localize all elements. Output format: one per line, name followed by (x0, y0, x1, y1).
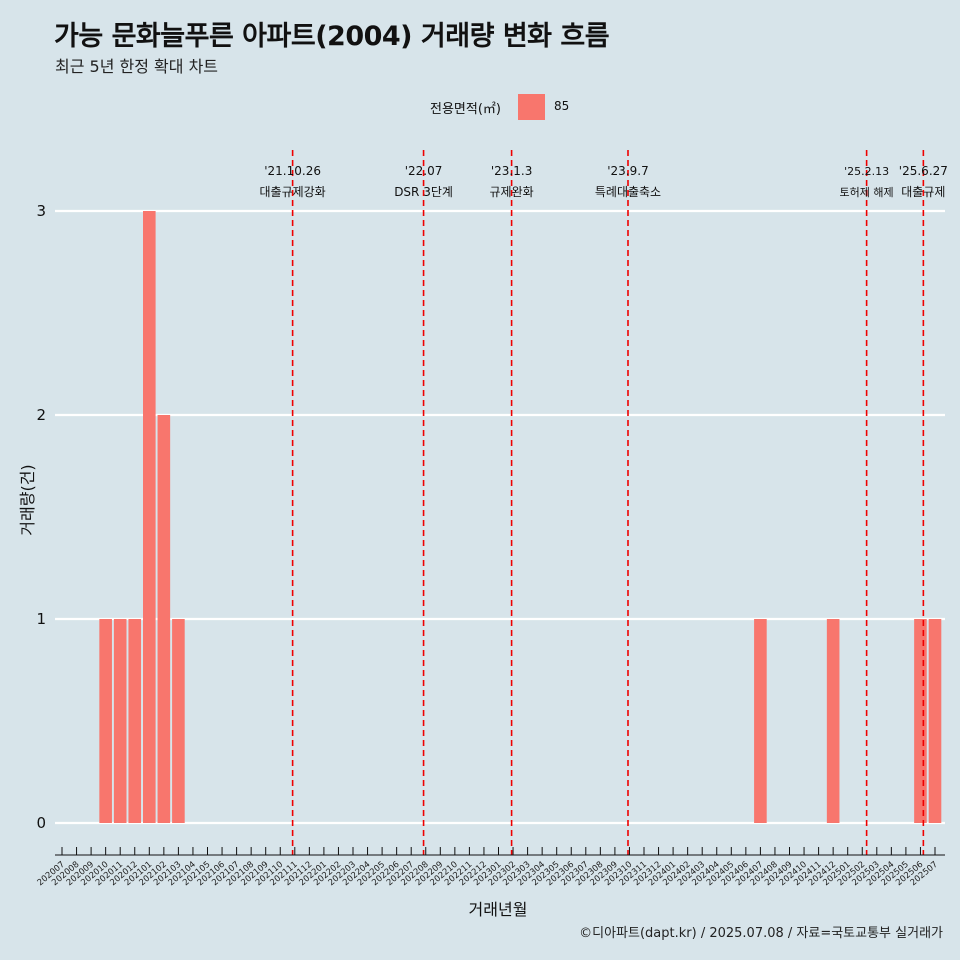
event-label: 대출규제강화 (259, 185, 325, 199)
bar (113, 619, 127, 823)
bar (172, 619, 185, 823)
y-tick-label: 2 (36, 406, 46, 424)
event-label: 대출규제 (901, 185, 945, 199)
bar (99, 619, 112, 823)
chart-subtitle: 최근 5년 한정 확대 차트 (55, 57, 219, 76)
event-date-label: '21.10.26 (264, 164, 321, 178)
y-axis-title: 거래량(건) (18, 464, 37, 535)
chart-title: 가능 문화늘푸른 아파트(2004) 거래량 변화 흐름 (54, 21, 610, 52)
event-date-label: '25.6.27 (899, 164, 948, 178)
bar (754, 619, 767, 823)
event-label: DSR 3단계 (394, 185, 453, 199)
bar (143, 211, 156, 823)
y-tick-label: 0 (36, 814, 46, 832)
legend-label: 85 (554, 99, 570, 113)
event-label: 특례대출축소 (595, 185, 661, 199)
bar (128, 619, 142, 823)
legend-title: 전용면적(㎡) (430, 102, 501, 117)
bar (928, 619, 942, 823)
event-date-label: '23.1.3 (491, 164, 532, 178)
event-date-label: '25.2.13 (844, 165, 889, 178)
bar (157, 415, 171, 823)
event-date-label: '23.9.7 (607, 164, 648, 178)
event-date-label: '22.07 (405, 164, 443, 178)
x-axis-title: 거래년월 (469, 900, 528, 919)
event-label: 규제완화 (490, 185, 534, 199)
y-tick-label: 1 (36, 610, 46, 628)
bar (914, 619, 927, 823)
source-caption: ©디아파트(dapt.kr) / 2025.07.08 / 자료=국토교통부 실… (579, 926, 943, 941)
legend-key (518, 94, 545, 120)
bar (826, 619, 840, 823)
event-label: 토허제 해제 (840, 185, 894, 199)
y-tick-label: 3 (36, 202, 46, 220)
legend: 전용면적(㎡) 85 (0, 92, 960, 122)
